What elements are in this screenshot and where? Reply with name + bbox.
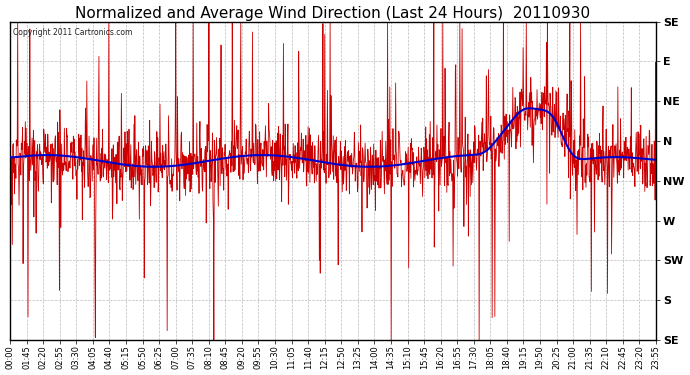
Text: Copyright 2011 Cartronics.com: Copyright 2011 Cartronics.com — [13, 28, 132, 37]
Title: Normalized and Average Wind Direction (Last 24 Hours)  20110930: Normalized and Average Wind Direction (L… — [75, 6, 591, 21]
